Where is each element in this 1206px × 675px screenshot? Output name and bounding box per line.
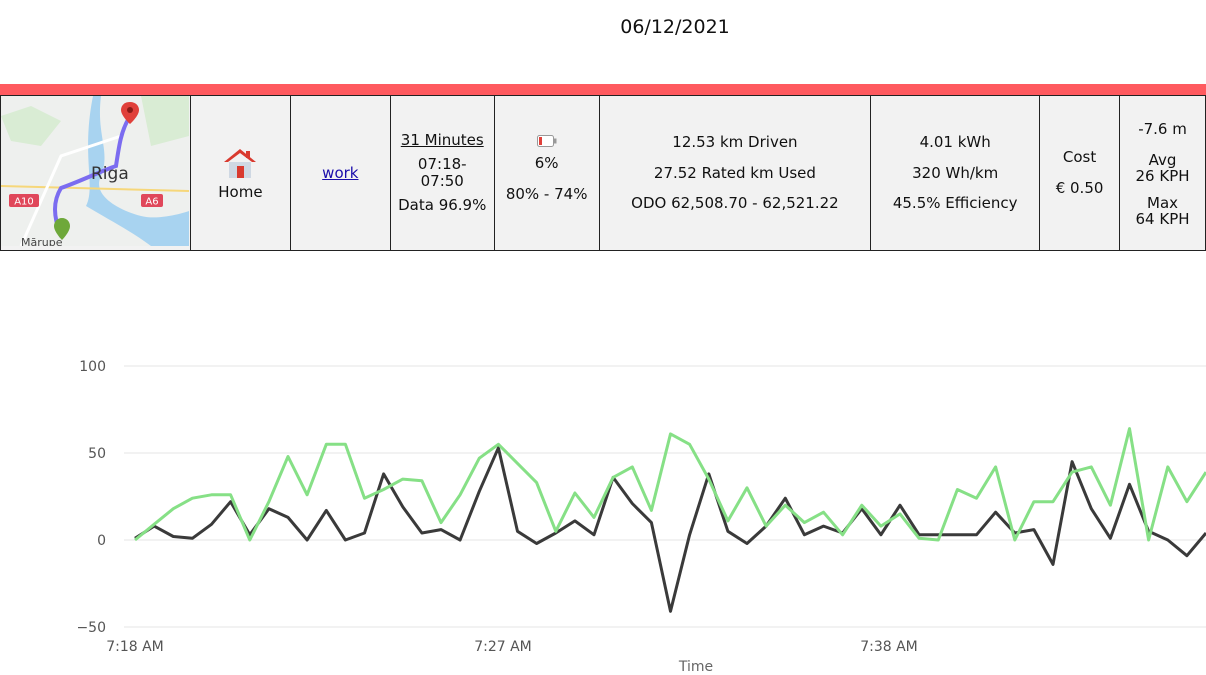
x-axis-label: Time xyxy=(678,659,713,675)
duration-cell: 31 Minutes 07:18- 07:50 Data 96.9% xyxy=(389,95,495,251)
y-tick-label: −50 xyxy=(76,620,106,636)
energy-kwh: 4.01 kWh xyxy=(919,133,991,151)
battery-percent: 6% xyxy=(534,154,559,173)
destination-link[interactable]: work xyxy=(322,163,359,182)
duration-title[interactable]: 31 Minutes xyxy=(400,130,484,149)
battery-low-icon xyxy=(536,135,557,148)
map-district-label: Mārupe xyxy=(21,236,63,246)
y-tick-label: 100 xyxy=(79,359,106,375)
speed-line-chart: 100 50 0 −50 7:18 AM 7:27 AM 7:38 AM Time xyxy=(76,359,1206,675)
avg-speed-label: Avg xyxy=(1148,150,1177,169)
cost-cell: Cost € 0.50 xyxy=(1039,95,1121,251)
series-line-dark xyxy=(134,446,1206,613)
battery-cell: 6% 80% - 74% xyxy=(493,95,600,251)
odometer-range: ODO 62,508.70 - 62,521.22 xyxy=(631,194,839,212)
max-speed-value: 64 KPH xyxy=(1135,210,1190,228)
trip-date: 06/12/2021 xyxy=(620,16,730,38)
map-road-label-left: A10 xyxy=(15,197,35,208)
cost-value: € 0.50 xyxy=(1055,178,1104,197)
house-icon xyxy=(224,148,257,178)
speed-cell: -7.6 m Avg 26 KPH Max 64 KPH xyxy=(1119,95,1206,251)
route-map-image: Riga A10 A6 Mārupe xyxy=(1,96,190,249)
x-tick-label: 7:18 AM xyxy=(106,639,164,655)
accent-bar xyxy=(0,84,1206,95)
cost-label: Cost xyxy=(1062,148,1097,167)
energy-per-km: 320 Wh/km xyxy=(912,163,999,182)
avg-speed-value: 26 KPH xyxy=(1135,167,1190,185)
start-location-label: Home xyxy=(218,182,263,201)
map-road-label-right: A6 xyxy=(146,197,159,208)
start-location-cell: Home xyxy=(189,95,291,251)
route-map[interactable]: Riga A10 A6 Mārupe xyxy=(0,95,191,251)
energy-cell: 4.01 kWh 320 Wh/km 45.5% Efficiency xyxy=(870,95,1041,251)
map-city-label: Riga xyxy=(91,164,129,184)
battery-range: 80% - 74% xyxy=(505,184,588,203)
max-speed-label: Max xyxy=(1147,193,1179,212)
distance-cell: 12.53 km Driven 27.52 Rated km Used ODO … xyxy=(598,95,872,251)
x-tick-label: 7:38 AM xyxy=(860,639,918,655)
distance-driven: 12.53 km Driven xyxy=(672,133,798,151)
end-pin-icon xyxy=(121,102,140,124)
elevation-change: -7.6 m xyxy=(1138,120,1187,138)
trip-summary-table: Riga A10 A6 Mārupe xyxy=(0,95,1206,251)
time-range: 07:18- 07:50 xyxy=(417,155,467,190)
efficiency: 45.5% Efficiency xyxy=(892,194,1018,212)
start-pin-icon xyxy=(54,218,71,240)
x-tick-label: 7:27 AM xyxy=(474,639,532,655)
series-line-green xyxy=(134,427,1206,542)
y-tick-label: 50 xyxy=(88,446,106,462)
destination-cell: work xyxy=(289,95,391,251)
data-quality: Data 96.9% xyxy=(398,196,487,215)
rated-distance: 27.52 Rated km Used xyxy=(653,163,816,182)
y-tick-label: 0 xyxy=(97,533,106,549)
